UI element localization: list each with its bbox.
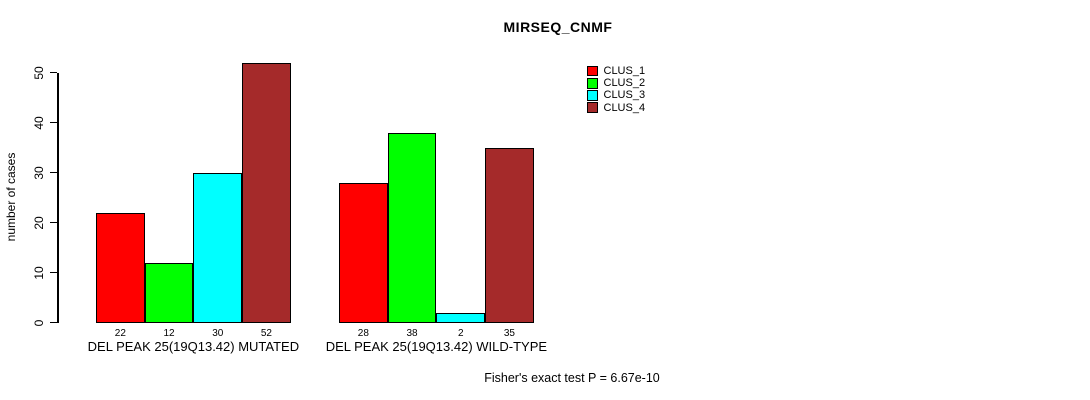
- y-tick-label: 0: [32, 319, 46, 326]
- bar-value-label: 35: [503, 327, 515, 339]
- bar-clus_2-group1: [144, 262, 194, 323]
- y-tick-label: 30: [32, 165, 46, 180]
- legend-item-clus_1: CLUS_1: [587, 65, 645, 77]
- y-axis-line: [57, 72, 59, 323]
- y-tick-mark: [50, 71, 57, 74]
- chart-title: MIRSEQ_CNMF: [503, 19, 613, 35]
- y-axis-label: number of cases: [4, 152, 18, 242]
- legend-item-clus_3: CLUS_3: [587, 89, 645, 101]
- y-tick-mark: [50, 221, 57, 224]
- legend-label: CLUS_4: [603, 101, 646, 114]
- legend-item-clus_4: CLUS_4: [587, 102, 645, 114]
- bar-value-label: 52: [260, 327, 272, 339]
- legend-swatch-icon: [587, 102, 598, 113]
- bar-value-label: 30: [212, 327, 224, 339]
- bar-value-label: 22: [114, 327, 126, 339]
- y-tick-label: 50: [32, 65, 46, 80]
- bar-value-label: 38: [406, 327, 418, 339]
- y-tick-mark: [50, 171, 57, 174]
- legend-swatch-icon: [587, 78, 598, 89]
- legend: CLUS_1 CLUS_2 CLUS_3 CLUS_4: [587, 65, 645, 114]
- bar-value-label: 12: [163, 327, 175, 339]
- legend-label: CLUS_3: [603, 89, 646, 102]
- y-tick-label: 20: [32, 215, 46, 230]
- bar-value-label: 28: [357, 327, 369, 339]
- legend-item-clus_2: CLUS_2: [587, 77, 645, 89]
- legend-label: CLUS_1: [603, 65, 646, 78]
- y-tick-label: 40: [32, 115, 46, 130]
- y-tick-label: 10: [32, 265, 46, 280]
- category-label: DEL PEAK 25(19Q13.42) MUTATED: [87, 339, 300, 354]
- bar-clus_4-group1: [242, 62, 291, 323]
- bar-clus_3-group1: [193, 172, 243, 323]
- bar-clus_1-group2: [339, 182, 388, 323]
- y-tick-mark: [50, 321, 57, 324]
- legend-swatch-icon: [587, 65, 598, 77]
- y-tick-mark: [50, 271, 57, 274]
- bar-clus_4-group2: [485, 147, 534, 323]
- stats-annotation: Fisher's exact test P = 6.67e-10: [484, 371, 660, 385]
- bar-value-label: 2: [457, 327, 464, 339]
- bar-clus_1-group1: [96, 212, 145, 323]
- legend-label: CLUS_2: [603, 77, 646, 90]
- category-label: DEL PEAK 25(19Q13.42) WILD-TYPE: [325, 339, 548, 354]
- bar-clus_2-group2: [387, 132, 437, 323]
- legend-swatch-icon: [587, 90, 598, 101]
- bar-clus_3-group2: [436, 312, 486, 323]
- y-tick-mark: [50, 121, 57, 124]
